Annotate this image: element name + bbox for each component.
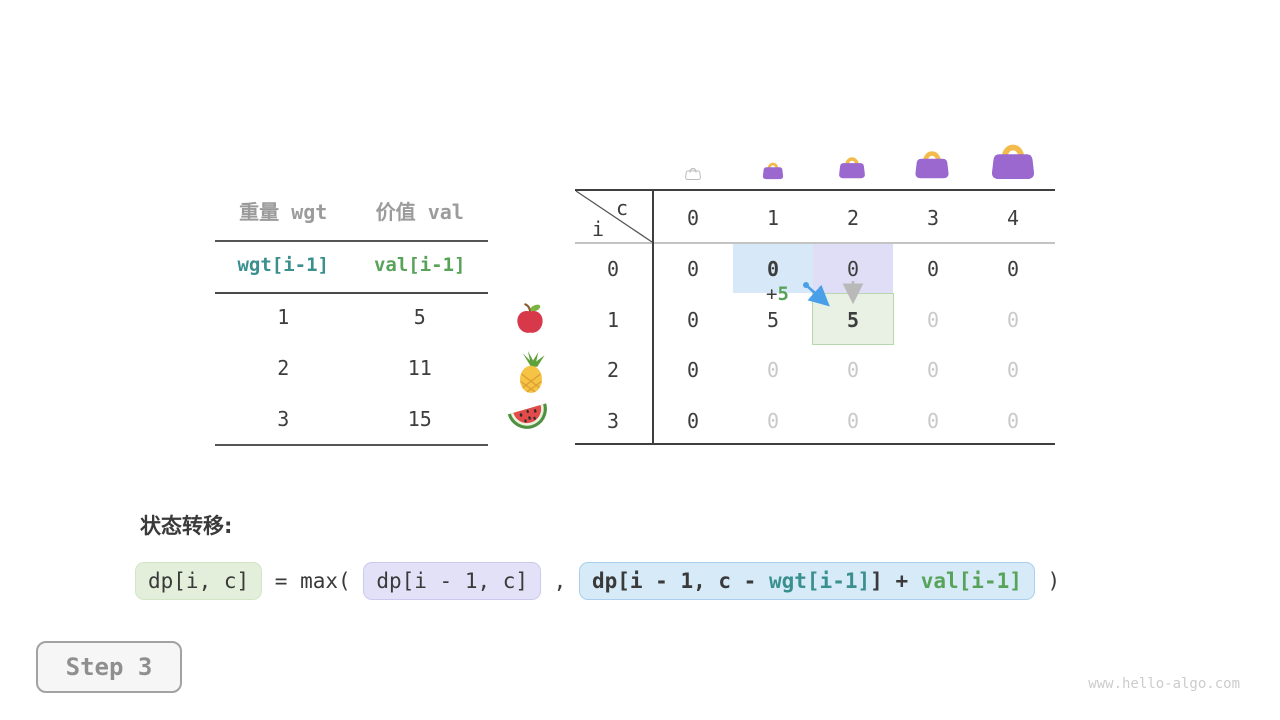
dp-cell: 0 xyxy=(926,358,940,382)
formula-arg2-val: val[i-1] xyxy=(920,569,1022,593)
formula-arg2-wgt: wgt[i-1] xyxy=(768,569,871,593)
items-table-index-weight: wgt[i-1] xyxy=(237,254,329,276)
bag-small-icon xyxy=(762,159,784,180)
transition-heading: 状态转移: xyxy=(140,514,233,538)
dp-cell: 0 xyxy=(846,358,860,382)
dp-cell: 0 xyxy=(766,358,780,382)
dp-cell: 0 xyxy=(686,308,700,332)
dp-col-header: 0 xyxy=(686,206,700,230)
transfer-value-label: +5 xyxy=(766,284,789,304)
dp-cell: 0 xyxy=(846,257,860,281)
item-weight: 3 xyxy=(277,407,290,431)
items-table-rule-bottom xyxy=(215,444,488,446)
dp-corner-row-var: i xyxy=(591,217,605,241)
dp-cell: 0 xyxy=(686,409,700,433)
dp-row-header: 1 xyxy=(606,308,620,332)
item-row: 3 15 xyxy=(215,407,488,431)
highlight-cell-prev-left xyxy=(733,244,813,293)
item-value: 11 xyxy=(407,356,432,380)
dp-cell: 0 xyxy=(1006,358,1020,382)
bag-xlarge-icon xyxy=(990,138,1036,180)
formula-arg1-pill: dp[i - 1, c] xyxy=(363,562,542,600)
item-weight: 1 xyxy=(277,305,290,329)
watermelon-icon xyxy=(504,395,553,437)
formula-arg2-plus: + xyxy=(882,569,921,593)
dp-cell: 0 xyxy=(686,358,700,382)
transfer-amount: 5 xyxy=(777,283,789,305)
dp-row-header: 0 xyxy=(606,257,620,281)
dp-cell: 5 xyxy=(846,308,860,332)
formula-arg2-pill: dp[i - 1, c - wgt[i-1]] + val[i-1] xyxy=(578,562,1035,600)
dp-table-rule-top xyxy=(575,189,1055,191)
apple-icon xyxy=(513,301,547,335)
formula-lhs: dp[i, c] xyxy=(148,569,250,593)
dp-cell: 0 xyxy=(766,409,780,433)
dp-corner-col-var: c xyxy=(615,196,629,220)
dp-row-header: 3 xyxy=(606,409,620,433)
dp-cell: 0 xyxy=(926,257,940,281)
dp-cell: 5 xyxy=(766,308,780,332)
dp-cell: 0 xyxy=(926,409,940,433)
dp-cell: 0 xyxy=(846,409,860,433)
items-table-rule-mid xyxy=(215,292,488,294)
bag-empty-icon xyxy=(685,165,701,180)
dp-cell: 0 xyxy=(686,257,700,281)
bag-large-icon xyxy=(914,146,950,179)
formula-comma: , xyxy=(541,569,579,593)
item-row: 1 5 xyxy=(215,305,488,329)
items-table-header-weight: 重量 wgt xyxy=(239,200,328,224)
dp-cell: 0 xyxy=(1006,257,1020,281)
dp-cell: 0 xyxy=(926,308,940,332)
formula-op: = max( xyxy=(262,569,364,593)
formula-arg2-dp: dp[i - 1, c - xyxy=(591,569,769,593)
dp-col-header: 2 xyxy=(846,206,860,230)
step-label: Step 3 xyxy=(65,653,153,681)
transfer-plus: + xyxy=(766,283,778,305)
dp-row-header: 2 xyxy=(606,358,620,382)
formula-close: ) xyxy=(1034,569,1061,593)
dp-col-header: 1 xyxy=(766,206,780,230)
formula-lhs-pill: dp[i, c] xyxy=(135,562,263,600)
dp-cell: 0 xyxy=(1006,409,1020,433)
dp-table-rule-header xyxy=(575,242,1055,244)
dp-col-header: 3 xyxy=(926,206,940,230)
items-table: 重量 wgt 价值 val wgt[i-1] val[i-1] 1 5 2 11… xyxy=(215,190,488,446)
dp-col-header: 4 xyxy=(1006,206,1020,230)
dp-table-rule-vertical xyxy=(652,189,654,445)
item-value: 15 xyxy=(407,407,432,431)
watermark: www.hello-algo.com xyxy=(1088,676,1240,692)
items-table-index-value: val[i-1] xyxy=(373,254,466,276)
formula-arg1: dp[i - 1, c] xyxy=(376,569,529,593)
item-row: 2 11 xyxy=(215,356,488,380)
item-weight: 2 xyxy=(277,356,290,380)
dp-cell: 0 xyxy=(766,257,780,281)
pineapple-icon xyxy=(512,350,550,394)
dp-cell: 0 xyxy=(1006,308,1020,332)
transition-formula: dp[i, c] = max( dp[i - 1, c] , dp[i - 1,… xyxy=(135,562,1060,600)
items-table-header-value: 价值 val xyxy=(375,200,464,224)
dp-table-rule-bottom xyxy=(575,443,1055,445)
step-badge[interactable]: Step 3 xyxy=(36,641,182,693)
bag-medium-icon xyxy=(838,153,866,179)
item-value: 5 xyxy=(413,305,426,329)
formula-arg2-bracket: ] xyxy=(870,569,883,593)
items-table-rule-top xyxy=(215,240,488,242)
